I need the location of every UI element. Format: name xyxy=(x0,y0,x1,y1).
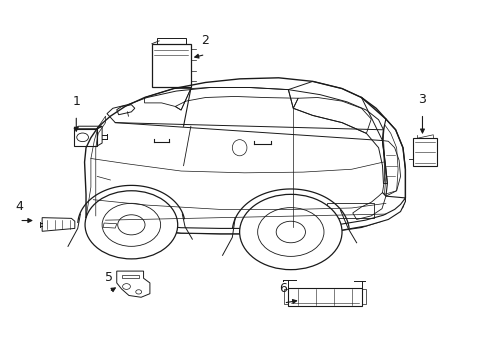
Text: 3: 3 xyxy=(418,93,426,106)
Circle shape xyxy=(85,191,177,259)
Text: 4: 4 xyxy=(15,200,23,213)
Text: 6: 6 xyxy=(279,282,287,295)
Text: 2: 2 xyxy=(201,33,209,46)
Bar xyxy=(327,203,373,218)
Text: 5: 5 xyxy=(105,271,113,284)
Circle shape xyxy=(239,194,341,270)
Polygon shape xyxy=(84,78,405,234)
Polygon shape xyxy=(86,198,405,234)
Text: 1: 1 xyxy=(72,95,80,108)
